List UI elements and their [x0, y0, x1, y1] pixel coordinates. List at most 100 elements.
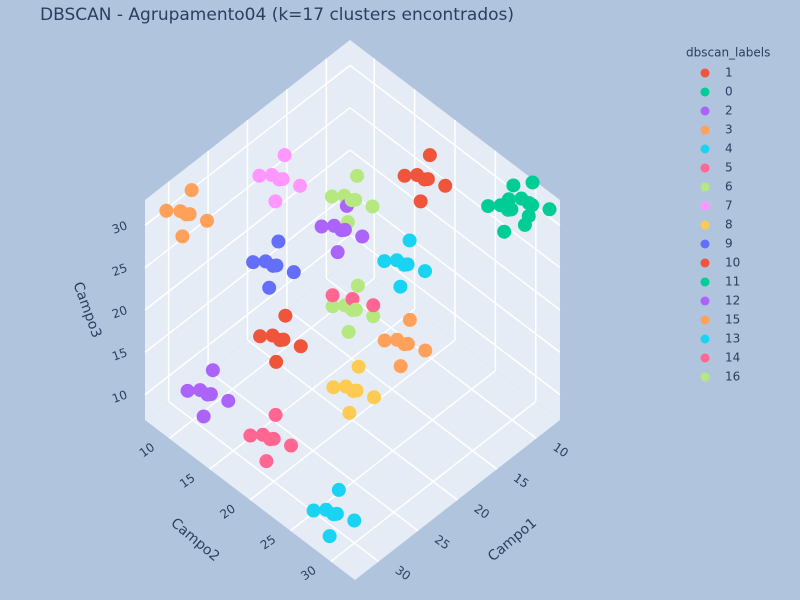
- legend-label: 7: [725, 199, 733, 213]
- grid-line: [144, 149, 351, 311]
- point: [481, 199, 496, 214]
- point: [365, 199, 380, 214]
- legend-marker: [700, 182, 710, 192]
- legend-marker: [700, 106, 710, 116]
- point: [326, 380, 341, 395]
- legend-label: 5: [725, 161, 733, 175]
- legend-marker: [700, 258, 710, 268]
- legend-label: 11: [725, 275, 740, 289]
- legend-label: 14: [725, 351, 740, 365]
- point: [345, 292, 360, 306]
- point: [275, 172, 290, 187]
- point: [330, 245, 345, 260]
- legend-marker: [700, 277, 710, 287]
- legend-marker: [700, 68, 710, 78]
- point: [266, 431, 281, 446]
- point: [349, 383, 364, 398]
- legend-marker: [700, 87, 710, 97]
- legend-item[interactable]: 11: [700, 275, 741, 289]
- point: [397, 168, 412, 183]
- point: [277, 148, 292, 163]
- point: [402, 233, 417, 248]
- point: [284, 438, 299, 453]
- point: [366, 298, 381, 313]
- point: [438, 178, 453, 193]
- point: [259, 454, 274, 469]
- legend-label: 10: [725, 256, 740, 270]
- legend-item[interactable]: 8: [700, 218, 733, 232]
- legend-item[interactable]: 14: [700, 351, 741, 365]
- point: [286, 265, 301, 280]
- point: [350, 278, 365, 293]
- legend-item[interactable]: 2: [700, 104, 733, 118]
- point: [525, 175, 540, 190]
- point: [542, 202, 557, 217]
- point: [200, 213, 215, 228]
- point: [276, 332, 291, 347]
- chart-title: DBSCAN - Agrupamento04 (k=17 clusters en…: [40, 5, 514, 25]
- scene: 101520253010152025301015202530Campo1Camp…: [70, 40, 571, 583]
- z-tick-label: 10: [110, 388, 129, 406]
- point: [306, 503, 321, 518]
- point: [324, 189, 339, 204]
- grid-line: [144, 234, 351, 396]
- legend-item[interactable]: 6: [700, 180, 733, 194]
- legend-item[interactable]: 16: [700, 370, 741, 384]
- legend-item[interactable]: 10: [700, 256, 741, 270]
- legend-label: 4: [725, 142, 733, 156]
- legend-label: 13: [725, 332, 740, 346]
- point: [314, 219, 329, 234]
- grid-line: [349, 107, 561, 269]
- legend-label: 8: [725, 218, 733, 232]
- legend-marker: [700, 125, 710, 135]
- point: [337, 222, 352, 237]
- point: [278, 308, 293, 323]
- point: [175, 229, 190, 244]
- grid-line: [144, 64, 351, 226]
- point: [400, 257, 415, 272]
- legend-item[interactable]: 3: [700, 123, 733, 137]
- legend-item[interactable]: 5: [700, 161, 733, 175]
- legend-item[interactable]: 12: [700, 294, 741, 308]
- z-tick-label: 20: [110, 303, 129, 321]
- point: [246, 255, 261, 270]
- point: [367, 390, 382, 405]
- legend-item[interactable]: 13: [700, 332, 741, 346]
- legend-label: 3: [725, 123, 733, 137]
- point: [504, 202, 519, 217]
- legend-item[interactable]: 0: [700, 85, 733, 99]
- point: [377, 333, 392, 348]
- legend-item[interactable]: 4: [700, 142, 733, 156]
- legend-item[interactable]: 15: [700, 313, 741, 327]
- point: [243, 428, 258, 443]
- legend-marker: [700, 163, 710, 173]
- point: [342, 405, 357, 420]
- legend-label: 15: [725, 313, 740, 327]
- point: [293, 178, 308, 193]
- point: [269, 258, 284, 273]
- point: [196, 409, 211, 424]
- point: [348, 192, 363, 207]
- legend-item[interactable]: 1: [700, 66, 733, 80]
- legend-label: 9: [725, 237, 733, 251]
- legend-marker: [700, 334, 710, 344]
- legend-marker: [700, 372, 710, 382]
- legend-item[interactable]: 9: [700, 237, 733, 251]
- grid-line: [349, 149, 561, 311]
- point: [159, 203, 174, 218]
- legend-marker: [700, 144, 710, 154]
- point: [325, 288, 340, 303]
- legend-item[interactable]: 7: [700, 199, 733, 213]
- point: [525, 198, 540, 213]
- z-tick-label: 30: [110, 218, 129, 236]
- legend-label: 1: [725, 66, 733, 80]
- point: [184, 183, 199, 198]
- legend-title: dbscan_labels: [686, 46, 770, 60]
- point: [400, 336, 415, 351]
- point: [413, 194, 428, 209]
- point: [348, 302, 363, 317]
- point: [517, 217, 532, 232]
- legend-marker: [700, 353, 710, 363]
